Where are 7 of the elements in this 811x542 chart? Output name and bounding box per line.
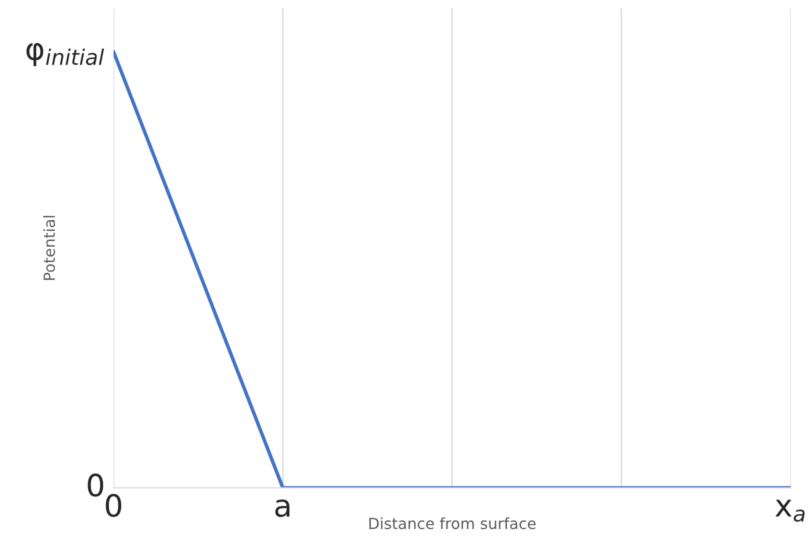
x-axis-title: Distance from surface <box>369 517 536 530</box>
x-tick-label: a <box>275 499 290 518</box>
x-tick-label: 0 <box>106 494 122 518</box>
text: 0 <box>88 474 104 497</box>
x-tick-label: x$_{a}$ <box>775 500 805 522</box>
y-axis-title: Potential <box>43 216 56 280</box>
annotation: φ$_{initial}$ <box>26 42 104 66</box>
